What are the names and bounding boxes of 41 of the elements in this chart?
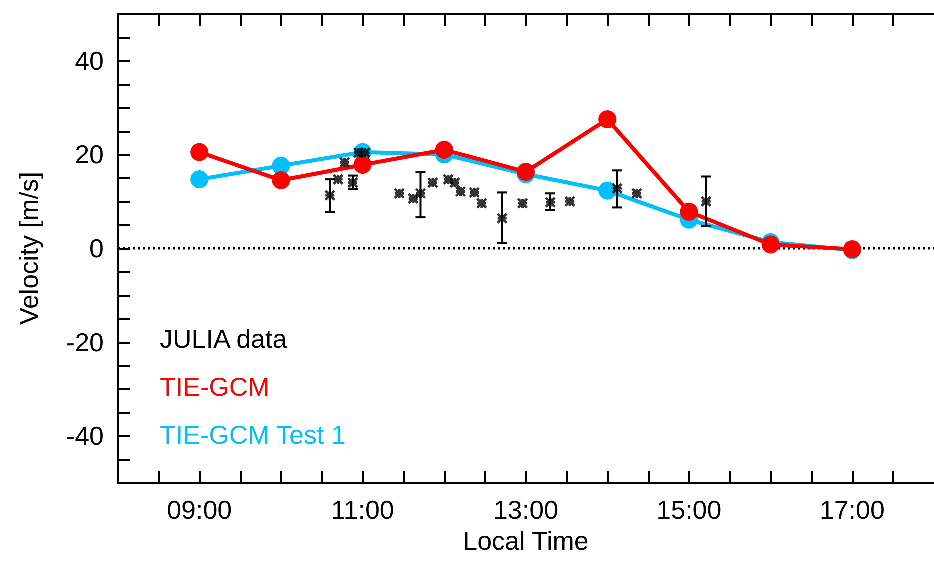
point bbox=[612, 182, 624, 194]
point bbox=[347, 177, 359, 189]
x-tick-label: 15:00 bbox=[656, 495, 722, 525]
y-tick-label: 0 bbox=[90, 234, 104, 264]
point bbox=[190, 170, 209, 189]
text: TIE-GCM Test 1 bbox=[160, 420, 346, 450]
point bbox=[339, 156, 351, 168]
point bbox=[332, 174, 344, 186]
point bbox=[324, 190, 336, 202]
y-axis-title: Velocity [m/s] bbox=[14, 172, 44, 326]
point bbox=[496, 212, 508, 224]
point bbox=[631, 188, 643, 200]
x-tick-label: 17:00 bbox=[820, 495, 885, 525]
y-tick-label: 40 bbox=[75, 46, 104, 76]
text: TIE-GCM bbox=[160, 372, 270, 402]
text: JULIA data bbox=[160, 324, 288, 354]
point bbox=[394, 188, 406, 200]
y-tick-label: -20 bbox=[66, 327, 104, 358]
y-tick-label: -40 bbox=[66, 421, 104, 452]
x-tick-label: 11:00 bbox=[331, 495, 394, 525]
point bbox=[680, 202, 698, 221]
point bbox=[598, 182, 617, 200]
point bbox=[544, 196, 556, 208]
point bbox=[598, 110, 617, 129]
point bbox=[414, 188, 426, 200]
point bbox=[454, 186, 466, 198]
y-tick-label: 20 bbox=[75, 140, 104, 170]
point bbox=[354, 156, 372, 174]
point bbox=[190, 143, 209, 162]
point bbox=[516, 198, 528, 210]
point bbox=[408, 193, 420, 205]
point bbox=[700, 196, 712, 208]
point bbox=[435, 141, 454, 160]
point bbox=[427, 177, 439, 189]
point bbox=[476, 198, 488, 210]
point bbox=[272, 172, 290, 190]
point bbox=[468, 186, 480, 198]
x-tick-label: 09:00 bbox=[167, 495, 232, 525]
x-tick-label: 13:00 bbox=[493, 495, 559, 525]
x-axis-title: Local Time bbox=[463, 526, 589, 556]
point bbox=[564, 196, 576, 208]
